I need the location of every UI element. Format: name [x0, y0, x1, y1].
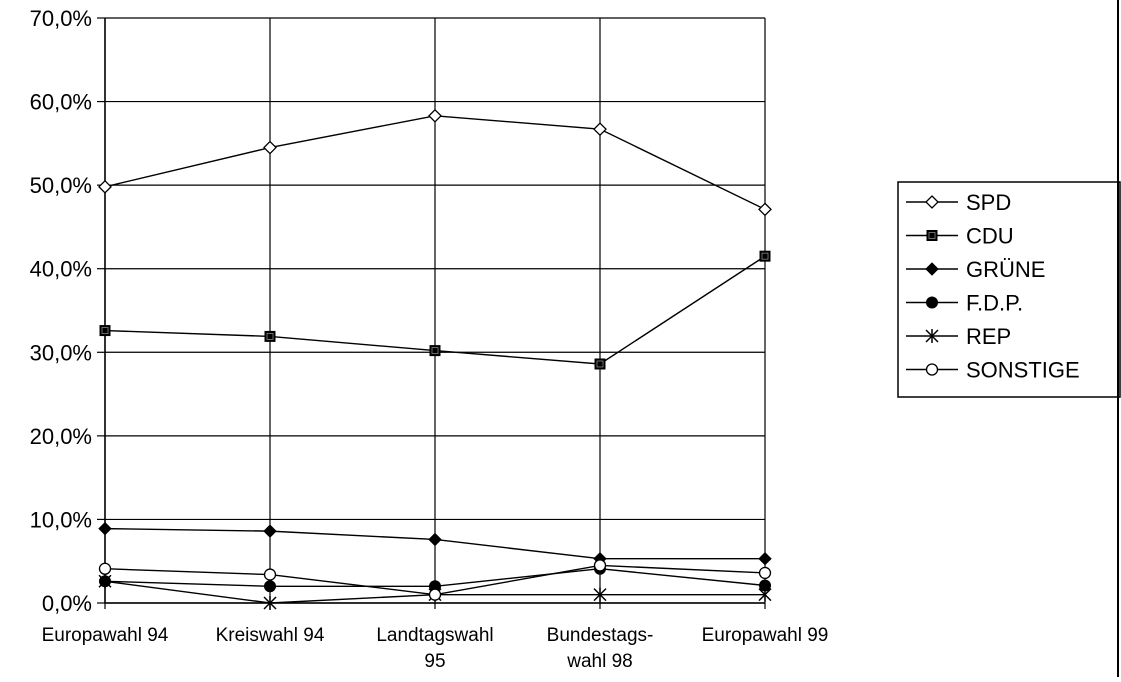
legend-item: SONSTIGE: [906, 358, 1080, 383]
data-point-marker: [758, 552, 772, 566]
x-tick-label: Europawahl 99: [702, 625, 829, 646]
y-tick-label: 70,0%: [30, 6, 92, 31]
data-point-marker: [926, 296, 938, 309]
grid-lines: [104, 17, 766, 604]
data-point-marker: [264, 580, 276, 593]
series-0: [98, 108, 772, 217]
y-tick-label: 40,0%: [30, 257, 92, 282]
x-tick-label: Bundestags-wahl 98: [547, 625, 654, 672]
right-border-line: [1117, 0, 1119, 677]
y-tick-label: 30,0%: [30, 340, 92, 365]
legend-item: GRÜNE: [906, 257, 1045, 282]
data-point-marker: [98, 562, 112, 575]
data-point-marker-inner: [266, 333, 274, 340]
legend-label: SPD: [966, 190, 1011, 215]
y-tick-label: 0,0%: [42, 591, 92, 616]
data-point-marker-inner: [928, 232, 936, 239]
data-point-marker: [98, 179, 112, 194]
data-point-marker-inner: [596, 360, 604, 368]
x-tick-label: Europawahl 94: [42, 625, 169, 646]
data-point-marker: [758, 566, 772, 580]
axes: 0,0% 10,0% 20,0% 30,0% 40,0% 50,0% 60,0% 70,0% E…: [30, 6, 829, 672]
y-tick-label: 20,0%: [30, 424, 92, 449]
data-point-marker: [99, 325, 111, 337]
legend-item: F.D.P.: [906, 291, 1023, 316]
legend-label: CDU: [966, 224, 1014, 249]
data-point-marker: [264, 330, 276, 342]
series-lines: [98, 108, 772, 610]
data-point-marker-inner: [101, 327, 109, 334]
legend-label: F.D.P.: [966, 291, 1023, 316]
data-point-marker: [925, 363, 939, 376]
legend-item: SPD: [906, 190, 1011, 215]
data-point-marker: [926, 230, 938, 241]
y-tick-label: 10,0%: [30, 507, 92, 532]
data-point-marker: [428, 588, 442, 601]
data-point-marker-inner: [431, 347, 439, 355]
series-1: [99, 250, 771, 370]
data-point-marker: [925, 262, 939, 276]
legend-label: GRÜNE: [966, 257, 1045, 282]
data-point-marker: [428, 532, 442, 547]
data-point-marker: [593, 122, 607, 137]
y-tick-label: 60,0%: [30, 90, 92, 115]
legend-item: CDU: [906, 224, 1014, 249]
data-point-marker: [263, 524, 277, 538]
series-5: [98, 559, 772, 601]
x-tick-label: Landtagswahl 95: [376, 625, 493, 672]
legend: SPD CDU GRÜNE F.D.P. REP SONSTIGE: [897, 181, 1121, 398]
legend-item: REP: [906, 324, 1011, 349]
data-point-marker: [429, 345, 441, 357]
data-point-marker: [263, 568, 277, 581]
data-point-marker-inner: [761, 252, 769, 260]
data-point-marker: [758, 202, 772, 217]
series-2: [98, 521, 772, 566]
data-point-marker: [428, 108, 442, 123]
y-tick-label: 50,0%: [30, 173, 92, 198]
data-point-marker: [593, 559, 607, 572]
legend-label: REP: [966, 324, 1011, 349]
legend-label: SONSTIGE: [966, 358, 1080, 383]
x-tick-label: Kreiswahl 94: [216, 625, 325, 646]
data-point-marker: [263, 140, 277, 155]
data-point-marker: [98, 521, 112, 536]
data-point-marker: [594, 358, 606, 370]
legend-box: [897, 181, 1121, 398]
data-point-marker: [759, 250, 771, 262]
data-point-marker: [925, 195, 939, 209]
